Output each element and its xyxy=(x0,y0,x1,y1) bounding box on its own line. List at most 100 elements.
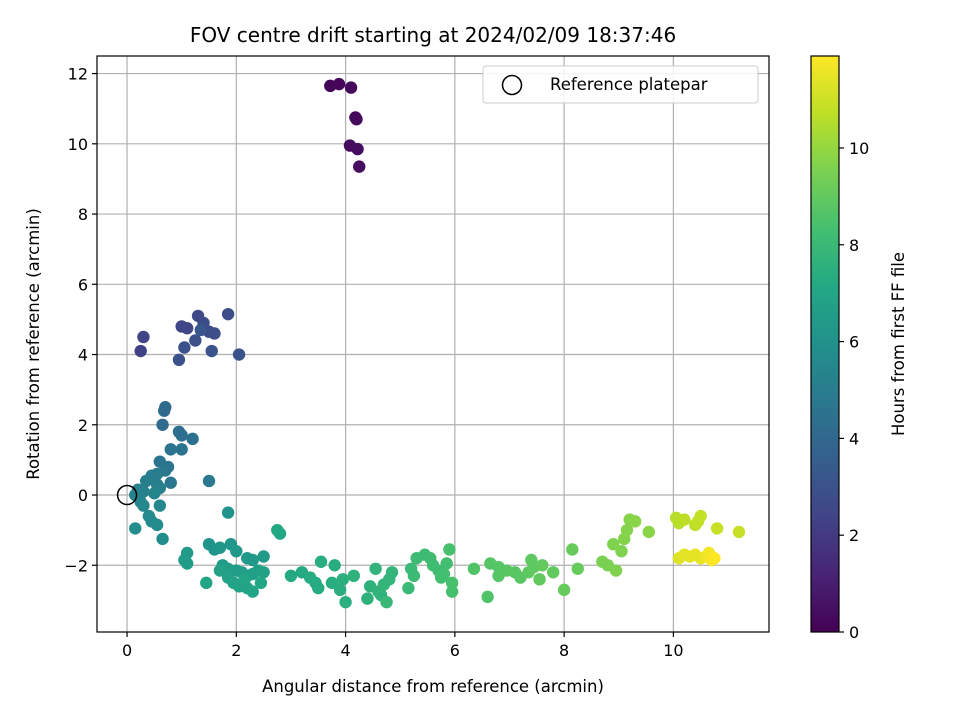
data-point xyxy=(238,573,251,586)
data-point xyxy=(284,569,298,583)
y-axis-label: Rotation from reference (arcmin) xyxy=(24,208,43,480)
colorbar-frame xyxy=(810,55,840,633)
data-point xyxy=(609,564,623,577)
data-point xyxy=(336,573,350,586)
colorbar-label: Hours from first FF file xyxy=(889,252,908,436)
data-point xyxy=(153,499,167,512)
data-point xyxy=(546,566,560,579)
data-point xyxy=(189,334,202,347)
colorbar-gradient xyxy=(811,56,839,632)
data-point xyxy=(180,557,194,570)
data-point xyxy=(213,564,227,577)
data-point xyxy=(172,353,186,367)
legend-reference-marker xyxy=(501,74,523,96)
colorbar-tick-label: 4 xyxy=(849,429,859,448)
colorbar-tick-label: 2 xyxy=(849,526,859,545)
colorbar-tick-label: 10 xyxy=(849,139,869,158)
data-point xyxy=(533,573,546,586)
data-point xyxy=(380,595,393,609)
data-point xyxy=(230,545,243,558)
x-tick-label: 8 xyxy=(559,641,569,660)
data-point xyxy=(481,590,494,604)
data-point xyxy=(607,537,620,551)
data-point xyxy=(175,429,188,442)
y-tick-label: 10 xyxy=(68,135,88,154)
data-point xyxy=(467,562,481,575)
data-point xyxy=(353,160,366,173)
data-point xyxy=(164,476,177,489)
data-point xyxy=(536,559,549,572)
data-point xyxy=(314,555,328,568)
data-point xyxy=(232,348,246,361)
data-point xyxy=(150,518,164,532)
data-point xyxy=(344,81,358,94)
data-point xyxy=(445,576,459,590)
data-point xyxy=(347,569,360,583)
data-point xyxy=(440,557,453,570)
data-point xyxy=(129,522,142,535)
y-tick-label: 8 xyxy=(78,205,88,224)
data-point xyxy=(139,474,153,488)
legend: Reference platepar xyxy=(482,65,759,104)
data-point xyxy=(221,506,235,519)
data-point xyxy=(710,522,724,535)
reference-platepar-marker xyxy=(116,484,138,506)
plot-frame xyxy=(96,55,770,633)
chart-title: FOV centre drift starting at 2024/02/09 … xyxy=(190,23,676,47)
x-axis-label: Angular distance from reference (arcmin) xyxy=(262,677,604,696)
reference-marker-layer xyxy=(116,484,138,506)
data-point xyxy=(194,323,208,337)
data-point xyxy=(164,443,177,456)
data-point xyxy=(407,569,421,583)
data-point xyxy=(257,550,270,563)
colorbar-ticks: 0 2 4 6 8 10 xyxy=(839,139,869,642)
y-tick-label: −2 xyxy=(64,556,88,575)
data-point xyxy=(369,562,382,575)
data-point xyxy=(221,307,235,321)
data-point xyxy=(137,330,150,344)
y-axis-ticks: −2 0 2 4 6 8 10 12 xyxy=(64,65,97,575)
y-tick-label: 6 xyxy=(78,275,88,294)
data-point xyxy=(332,77,346,91)
y-tick-label: 0 xyxy=(78,486,88,505)
data-point xyxy=(273,527,287,540)
colorbar-tick-label: 6 xyxy=(849,333,859,352)
data-point xyxy=(205,344,218,358)
data-point xyxy=(443,543,456,556)
data-point xyxy=(208,327,221,340)
data-point xyxy=(445,585,459,598)
data-point xyxy=(642,525,656,539)
data-point xyxy=(180,321,194,335)
data-point xyxy=(312,581,325,595)
data-point xyxy=(620,523,634,537)
x-tick-label: 10 xyxy=(663,641,683,660)
data-point xyxy=(246,553,259,567)
data-point xyxy=(246,585,259,598)
y-tick-label: 4 xyxy=(78,346,88,365)
y-tick-label: 12 xyxy=(68,65,88,84)
x-tick-label: 6 xyxy=(450,641,460,660)
data-point xyxy=(571,562,584,575)
legend-box xyxy=(482,65,759,104)
y-tick-label: 2 xyxy=(78,416,88,435)
data-point xyxy=(566,543,579,556)
data-point xyxy=(213,541,227,554)
colorbar-tick-label: 8 xyxy=(849,236,859,255)
data-point xyxy=(156,418,169,431)
data-point xyxy=(325,576,339,590)
data-point xyxy=(148,487,161,500)
data-point xyxy=(134,344,147,358)
data-point xyxy=(351,142,364,156)
colorbar: 0 2 4 6 8 10 Hours from first FF file xyxy=(810,55,908,642)
data-point xyxy=(402,581,415,595)
data-point xyxy=(615,545,628,558)
data-point xyxy=(200,576,213,590)
data-point xyxy=(694,509,707,523)
data-point xyxy=(156,532,169,546)
data-point xyxy=(628,515,642,528)
data-point xyxy=(361,592,374,605)
data-point xyxy=(186,432,199,446)
data-point xyxy=(257,566,270,579)
x-axis-ticks: 0 2 4 6 8 10 xyxy=(122,632,684,660)
